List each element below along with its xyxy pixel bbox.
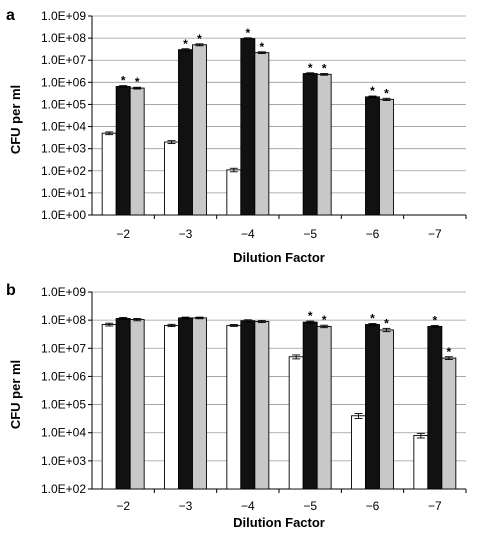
bar	[351, 415, 366, 490]
x-tick-label: −7	[428, 227, 442, 241]
bar	[129, 319, 145, 490]
y-tick-label: 1.0E+01	[41, 186, 86, 200]
significance-star: *	[197, 32, 202, 46]
bar	[302, 73, 318, 216]
bar	[192, 317, 207, 490]
x-tick-label: −4	[241, 499, 255, 513]
x-tick-label: −5	[303, 499, 317, 513]
x-tick-label: −6	[366, 499, 380, 513]
significance-star: *	[135, 75, 140, 89]
significance-star: *	[384, 86, 389, 100]
bar	[441, 357, 457, 490]
significance-star: *	[121, 74, 126, 88]
y-tick-label: 1.0E+02	[41, 482, 86, 496]
y-tick-label: 1.0E+00	[41, 208, 86, 222]
bar	[115, 317, 131, 490]
y-tick-label: 1.0E+09	[41, 285, 86, 299]
significance-star: *	[322, 62, 327, 76]
bar	[288, 356, 304, 490]
bar	[413, 434, 429, 490]
significance-star: *	[432, 313, 437, 327]
significance-star: *	[183, 37, 188, 51]
y-tick-label: 1.0E+06	[41, 369, 86, 383]
significance-star: *	[322, 313, 327, 327]
significance-star: *	[446, 345, 451, 359]
y-tick-label: 1.0E+02	[41, 164, 86, 178]
panel-label: a	[6, 7, 15, 24]
bar	[302, 321, 318, 490]
y-axis-label: CFU per ml	[8, 360, 23, 429]
y-tick-label: 1.0E+09	[41, 9, 86, 23]
panel-b: b 1.0E+02 1.0E+03 1.0E+04 1.0E+05 1.0E+06 1.0E…	[6, 282, 467, 530]
x-tick-label: −3	[179, 227, 193, 241]
significance-star: *	[259, 40, 264, 54]
bar	[379, 329, 394, 490]
bar	[254, 52, 270, 216]
bar	[316, 73, 332, 216]
bar	[240, 320, 256, 490]
x-tick-label: −4	[241, 227, 255, 241]
bar	[101, 132, 117, 216]
bar	[365, 324, 380, 490]
bar	[164, 324, 179, 490]
significance-star: *	[384, 316, 389, 330]
y-tick-label: 1.0E+07	[41, 341, 86, 355]
significance-star: *	[245, 26, 250, 40]
bar	[316, 325, 332, 490]
bar	[129, 87, 145, 216]
bar	[365, 96, 380, 216]
bar	[427, 325, 443, 490]
y-tick-label: 1.0E+05	[41, 97, 86, 111]
x-tick-label: −2	[116, 227, 130, 241]
bar	[226, 169, 242, 216]
bar	[178, 317, 193, 490]
bar	[178, 49, 193, 216]
bar	[115, 86, 131, 216]
x-tick-label: −6	[366, 227, 380, 241]
y-axis-label: CFU per ml	[8, 85, 23, 154]
panel-a: a 1.0E+00 1.0E+01 1.0E+02 1.0E+03 1.0E+04 1.0E…	[6, 7, 467, 265]
x-tick-label: −7	[428, 499, 442, 513]
y-tick-label: 1.0E+03	[41, 142, 86, 156]
x-axis-label: Dilution Factor	[233, 250, 325, 265]
significance-star: *	[370, 84, 375, 98]
bar	[240, 38, 256, 216]
x-tick-label: −3	[179, 499, 193, 513]
bar	[254, 320, 270, 490]
bar	[226, 324, 242, 490]
x-axis-label: Dilution Factor	[233, 515, 325, 530]
significance-star: *	[308, 309, 313, 323]
bar	[164, 141, 179, 216]
bar	[192, 44, 207, 216]
bar	[101, 324, 117, 490]
panel-label: b	[6, 282, 16, 299]
bar	[379, 98, 394, 216]
significance-star: *	[308, 61, 313, 75]
y-tick-label: 1.0E+07	[41, 53, 86, 67]
y-tick-label: 1.0E+03	[41, 454, 86, 468]
y-tick-label: 1.0E+04	[41, 426, 86, 440]
significance-star: *	[370, 311, 375, 325]
y-tick-label: 1.0E+08	[41, 313, 86, 327]
x-tick-label: −2	[116, 499, 130, 513]
x-tick-label: −5	[303, 227, 317, 241]
y-tick-label: 1.0E+04	[41, 120, 86, 134]
y-tick-label: 1.0E+05	[41, 398, 86, 412]
y-tick-label: 1.0E+08	[41, 31, 86, 45]
y-tick-label: 1.0E+06	[41, 75, 86, 89]
